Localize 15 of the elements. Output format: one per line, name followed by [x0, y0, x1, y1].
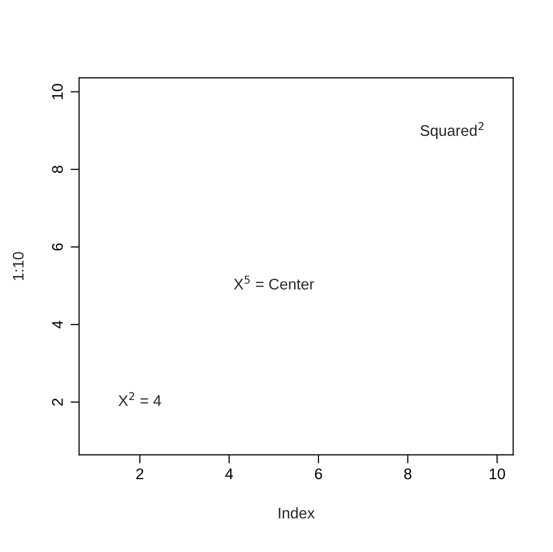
- annotation: X$^{5}$ = Center: [234, 276, 314, 290]
- x-axis-title: Index: [278, 507, 315, 519]
- annotation: Squared$^{2}$: [420, 122, 484, 140]
- x-tick-label: 6: [314, 468, 322, 480]
- x-tick-label: 10: [490, 468, 506, 480]
- y-tick-label: 4: [52, 320, 63, 328]
- y-tick-label: 8: [52, 166, 63, 173]
- y-tick-label: 10: [52, 84, 63, 100]
- y-tick-label: 2: [52, 398, 63, 406]
- x-tick-label: 4: [225, 468, 233, 480]
- y-axis-title: 1:10: [12, 252, 24, 280]
- x-tick-label: 8: [404, 468, 412, 480]
- y-tick-label: 6: [52, 243, 63, 250]
- annotation: X$^{2}$ = 4: [118, 392, 162, 406]
- x-tick-label: 2: [136, 468, 144, 480]
